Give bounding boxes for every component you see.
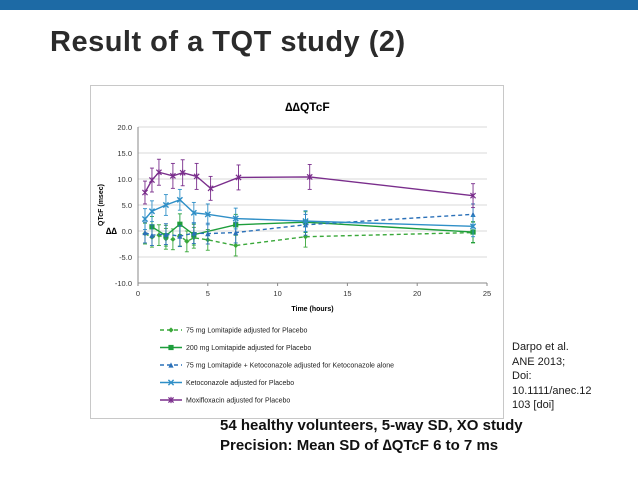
legend-label: Ketoconazole adjusted for Placebo bbox=[186, 380, 294, 387]
y-tick-label: -10.0 bbox=[115, 279, 132, 288]
y-tick-label: 20.0 bbox=[117, 123, 132, 132]
data-point bbox=[179, 169, 186, 176]
x-tick-label: 15 bbox=[343, 289, 351, 298]
data-point bbox=[148, 176, 155, 184]
citation-line: Darpo et al. bbox=[512, 341, 569, 353]
citation-line: ANE 2013; bbox=[512, 355, 566, 368]
citation-line: 103 [doi] bbox=[512, 399, 555, 411]
data-point bbox=[170, 236, 176, 242]
x-tick-label: 5 bbox=[206, 289, 210, 298]
slide-top-bar bbox=[0, 0, 638, 10]
legend-label: 200 mg Lomitapide adjusted for Placebo bbox=[186, 345, 311, 352]
data-point bbox=[163, 231, 169, 237]
y-axis-overlay-label: ∆∆ bbox=[106, 226, 118, 236]
data-point bbox=[205, 231, 211, 237]
data-point bbox=[233, 229, 239, 236]
data-point bbox=[469, 223, 477, 230]
data-point bbox=[169, 172, 176, 179]
series-line bbox=[144, 171, 474, 197]
data-point bbox=[167, 379, 175, 386]
data-point bbox=[207, 185, 214, 192]
data-point bbox=[193, 173, 200, 180]
y-tick-label: 10.0 bbox=[117, 175, 132, 184]
data-point bbox=[204, 211, 211, 218]
data-point bbox=[149, 232, 155, 238]
legend-label: 75 mg Lomitapide + Ketoconazole adjusted… bbox=[186, 363, 394, 370]
data-point bbox=[302, 218, 309, 225]
x-axis-label: Time (hours) bbox=[291, 306, 333, 313]
y-tick-label: -5.0 bbox=[119, 253, 132, 262]
x-tick-label: 0 bbox=[136, 289, 140, 298]
study-summary: 54 healthy volunteers, 5-way SD, XO stud… bbox=[220, 416, 523, 456]
data-point bbox=[232, 215, 239, 222]
data-point bbox=[155, 169, 162, 176]
data-point bbox=[162, 201, 170, 209]
citation-line: Doi: bbox=[512, 370, 532, 382]
x-tick-label: 25 bbox=[483, 289, 491, 298]
data-point bbox=[141, 215, 149, 223]
data-point bbox=[233, 242, 239, 249]
citation: Darpo et al. ANE 2013; Doi: 10.1111/anec… bbox=[512, 340, 622, 413]
series-line bbox=[144, 231, 474, 247]
summary-line-1: 54 healthy volunteers, 5-way SD, XO stud… bbox=[220, 417, 523, 434]
data-point bbox=[168, 344, 174, 351]
y-tick-label: 0.0 bbox=[122, 227, 132, 236]
data-point bbox=[235, 174, 242, 181]
chart-title: ∆∆QTcF bbox=[285, 100, 329, 114]
data-point bbox=[191, 230, 197, 236]
citation-line: 10.1111/anec.12 bbox=[512, 384, 592, 397]
y-axis-label: QTcF (msec) bbox=[98, 184, 105, 226]
chart-frame bbox=[90, 85, 504, 419]
y-tick-label: 15.0 bbox=[117, 149, 132, 158]
data-point bbox=[470, 192, 477, 199]
legend-label: Moxifloxacin adjusted for Placebo bbox=[186, 398, 290, 405]
x-tick-label: 10 bbox=[273, 289, 281, 298]
data-point bbox=[141, 189, 149, 196]
y-tick-label: 5.0 bbox=[122, 201, 132, 210]
data-point bbox=[177, 233, 183, 239]
data-point bbox=[176, 196, 183, 203]
qtcf-chart: ∆∆QTcF -10.0 -5.0 0.0 5.0 10.0 15.0 20.0 0 5 10 15 2… bbox=[98, 100, 491, 405]
data-point bbox=[168, 362, 174, 368]
x-tick-label: 20 bbox=[413, 289, 421, 298]
slide-title: Result of a TQT study (2) bbox=[50, 26, 406, 58]
data-point bbox=[177, 221, 183, 227]
data-point bbox=[190, 209, 197, 216]
data-point bbox=[306, 173, 313, 181]
data-point bbox=[148, 208, 156, 215]
data-point bbox=[167, 396, 175, 404]
summary-line-2: Precision: Mean SD of ∆QTcF 6 to 7 ms bbox=[220, 437, 499, 454]
legend-label: 75 mg Lomitapide adjusted for Placebo bbox=[186, 328, 308, 335]
data-point bbox=[168, 327, 174, 333]
data-point bbox=[142, 229, 148, 236]
